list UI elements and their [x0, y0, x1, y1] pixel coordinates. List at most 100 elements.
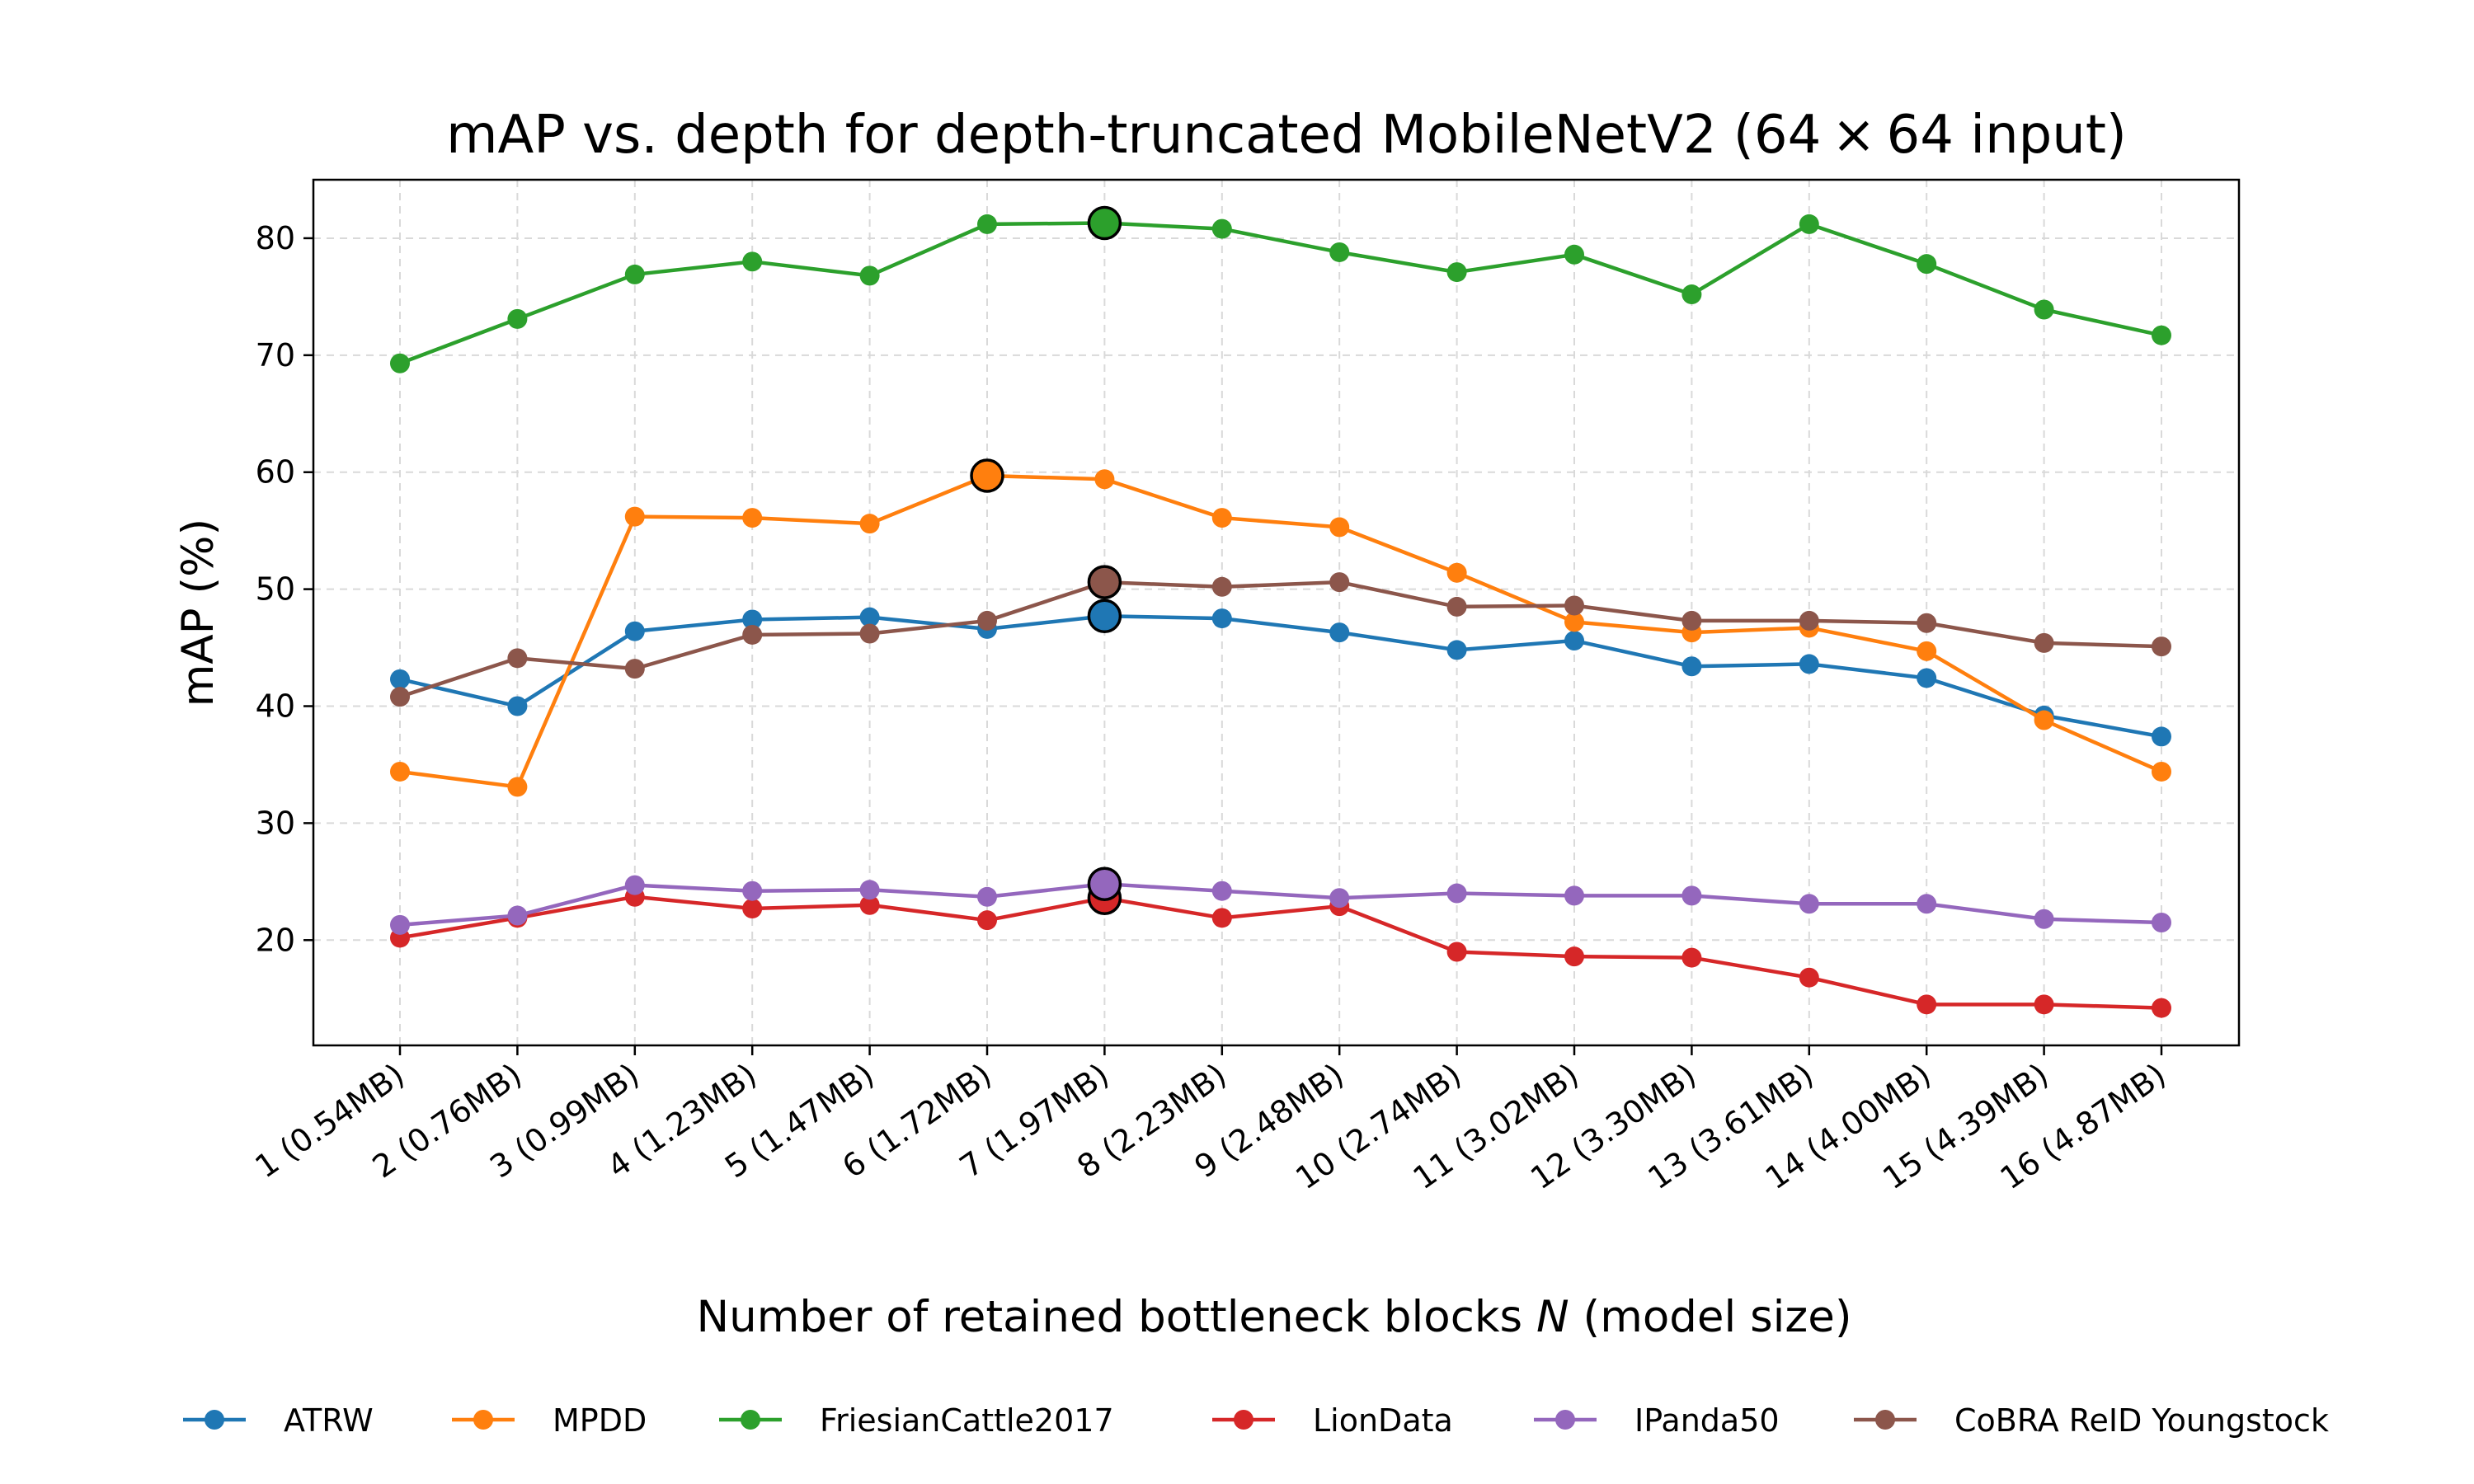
data-point [1329, 888, 1350, 909]
best-point-marker [1087, 599, 1122, 634]
legend-marker [1234, 1410, 1253, 1430]
data-point [2152, 636, 2171, 657]
data-point [2152, 325, 2171, 345]
data-point [859, 265, 880, 286]
data-point [1799, 214, 1819, 234]
data-point [2034, 299, 2054, 320]
legend-marker [1875, 1410, 1895, 1430]
best-point-marker [970, 458, 1004, 493]
data-point [1917, 641, 1937, 661]
data-point [1329, 622, 1350, 643]
best-point-marker [1087, 866, 1122, 901]
data-point [1917, 613, 1937, 633]
data-point [859, 623, 880, 644]
legend-label: LionData [1313, 1402, 1453, 1439]
data-point [1799, 967, 1819, 988]
data-point [507, 905, 528, 926]
x-axis-label-variable: N [1536, 1292, 1569, 1342]
data-point [390, 669, 410, 689]
y-tick-label: 20 [256, 922, 295, 958]
data-point [1799, 610, 1819, 631]
legend-marker [473, 1410, 493, 1430]
data-point [977, 610, 997, 631]
data-point [2152, 726, 2171, 747]
data-point [624, 506, 645, 527]
legend-item: FriesianCattle2017 [719, 1402, 1114, 1439]
data-point [507, 648, 528, 669]
data-point [2152, 913, 2171, 933]
data-point [1329, 572, 1350, 593]
data-point [624, 264, 645, 284]
legend-item: ATRW [183, 1402, 374, 1439]
data-point [624, 621, 645, 641]
data-point [390, 687, 410, 707]
data-point [859, 607, 880, 627]
y-tick-label: 40 [256, 688, 295, 725]
x-axis-label-suffix: (model size) [1569, 1292, 1852, 1342]
series-ipanda50 [390, 874, 2171, 935]
data-point [624, 875, 645, 895]
data-point [1446, 596, 1467, 617]
y-tick-label: 70 [256, 337, 295, 373]
legend-label: MPDD [553, 1402, 647, 1439]
series-line [399, 881, 2162, 928]
legend-marker [205, 1410, 224, 1430]
data-point [1681, 656, 1702, 677]
legend-item: MPDD [452, 1402, 647, 1439]
data-point [1564, 595, 1584, 616]
y-axis-label: mAP (%) [173, 519, 223, 707]
y-tick-label: 80 [256, 220, 295, 256]
data-point [1211, 608, 1232, 629]
series-line [399, 221, 2162, 365]
legend-label: CoBRA ReID Youngstock [1954, 1402, 2329, 1439]
data-point [1564, 244, 1584, 265]
data-point [742, 624, 763, 645]
series-liondata [390, 886, 2171, 1018]
data-point [859, 880, 880, 900]
x-axis-label: Number of retained bottleneck blocks N (… [696, 1292, 1851, 1342]
legend-label: FriesianCattle2017 [820, 1402, 1114, 1439]
data-point [390, 914, 410, 935]
data-point [1211, 508, 1232, 528]
data-point [977, 910, 997, 931]
data-point [2152, 998, 2171, 1018]
data-point [1211, 908, 1232, 928]
legend: ATRW MPDD FriesianCattle2017 LionData IPanda… [183, 1402, 2329, 1439]
legend-marker [1555, 1410, 1575, 1430]
data-point [977, 214, 997, 234]
series-layer [390, 213, 2171, 1018]
data-point [1446, 640, 1467, 660]
data-point [859, 514, 880, 534]
data-point [1446, 262, 1467, 283]
data-point [1564, 631, 1584, 651]
grid [313, 180, 2239, 1045]
data-point [1681, 885, 1702, 906]
data-point [2034, 909, 2054, 929]
data-point [1681, 284, 1702, 305]
data-point [1681, 610, 1702, 631]
data-point [1564, 946, 1584, 967]
data-point [1564, 612, 1584, 632]
data-point [1446, 562, 1467, 583]
series-line [399, 614, 2162, 739]
legend-label: IPanda50 [1634, 1402, 1780, 1439]
best-markers [970, 205, 1122, 915]
best-point-marker [1087, 565, 1122, 599]
data-point [977, 886, 997, 907]
series-line [399, 580, 2162, 699]
y-tick-label: 50 [256, 571, 295, 608]
data-point [1211, 881, 1232, 901]
legend-item: IPanda50 [1534, 1402, 1780, 1439]
data-point [2034, 632, 2054, 653]
best-point-marker [1087, 205, 1122, 241]
data-point [390, 353, 410, 373]
data-point [1094, 469, 1115, 490]
legend-label: ATRW [284, 1402, 374, 1439]
plot-frame [312, 178, 2241, 1047]
series-cobra-reid-youngstock [390, 572, 2171, 707]
series-line [399, 473, 2162, 789]
y-axis-ticks: 20 30 40 50 60 70 80 [256, 220, 313, 958]
y-tick-label: 60 [256, 454, 295, 491]
data-point [742, 609, 763, 630]
data-point [1211, 218, 1232, 239]
